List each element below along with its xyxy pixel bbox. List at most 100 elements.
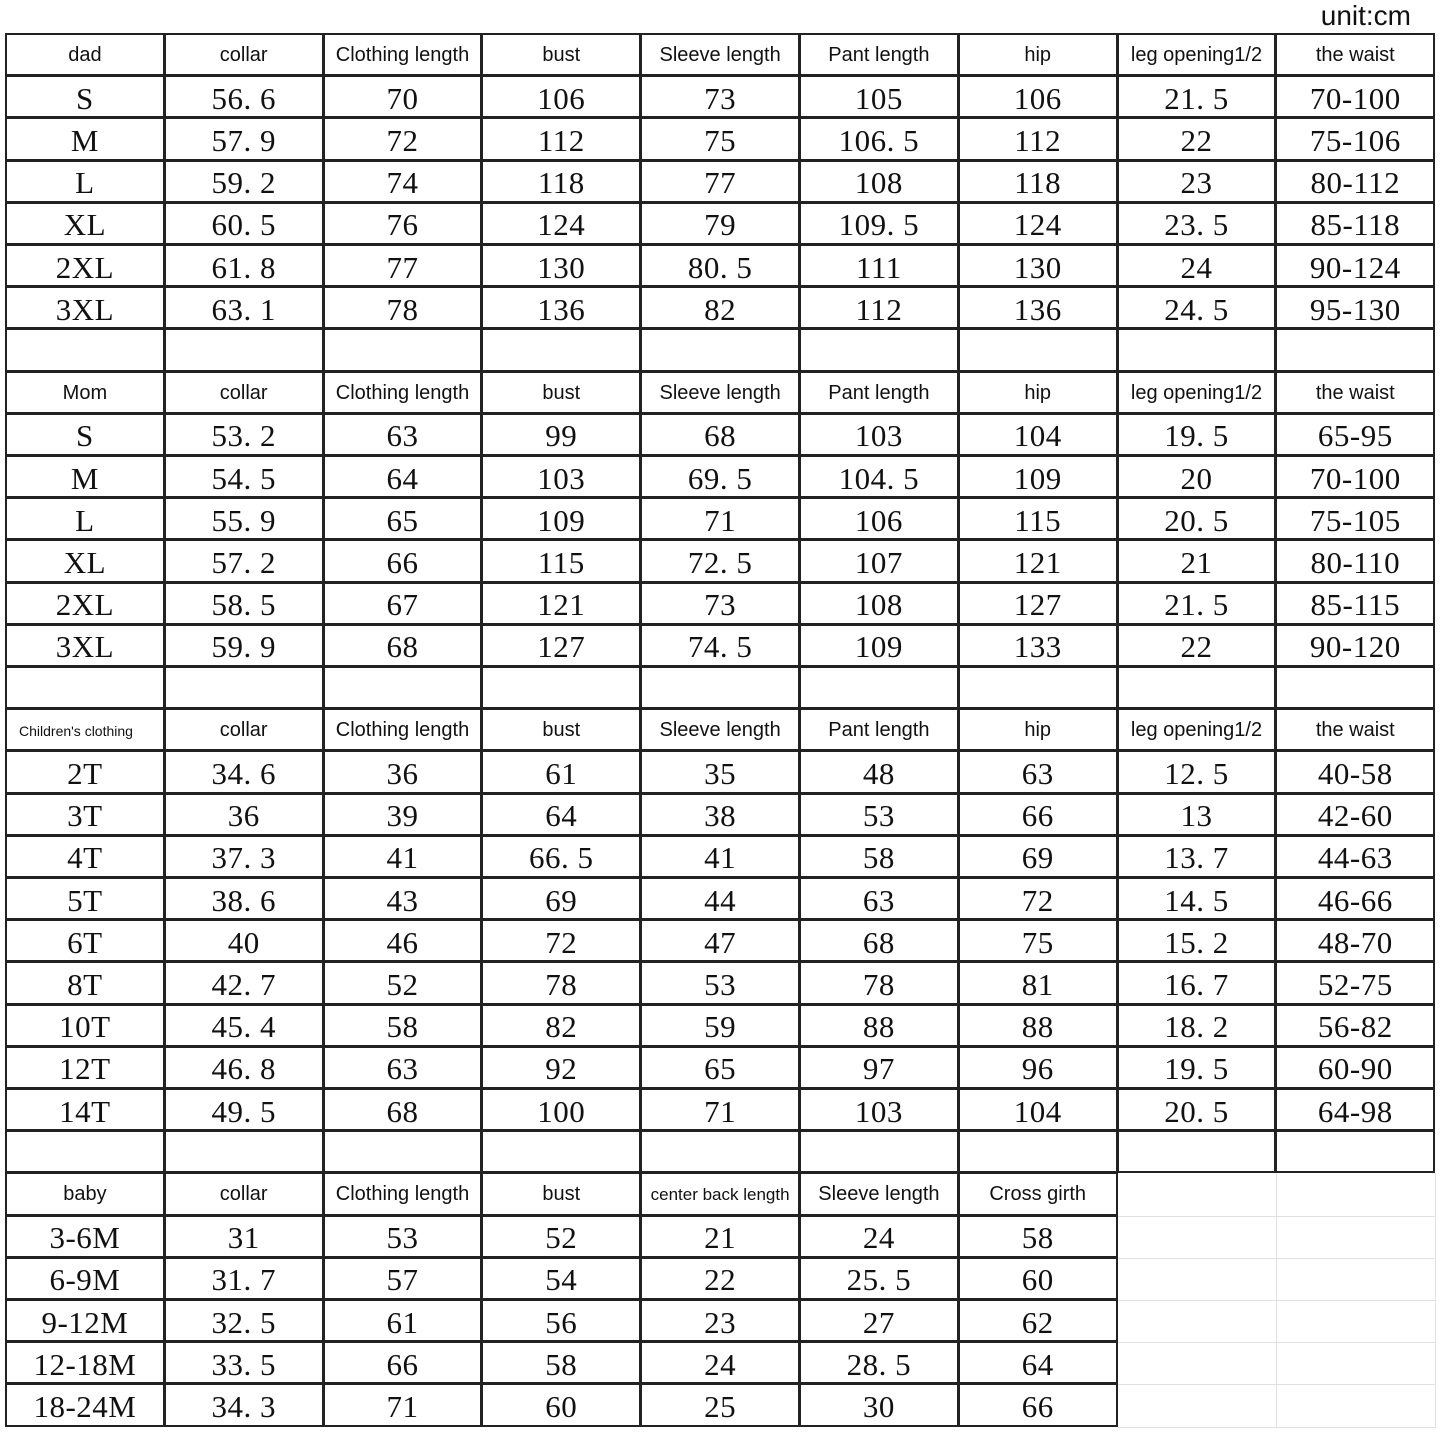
mom-table-value-cell: 75-105 [1275, 497, 1436, 541]
dad-table-value-cell: 112 [957, 117, 1118, 161]
dad-table-value-cell: 111 [799, 244, 959, 288]
children-table-value-cell: 97 [799, 1045, 959, 1089]
children-table-value-cell: 64 [481, 792, 642, 836]
mom-table-value-cell: 63 [322, 412, 483, 456]
mom-table-value-cell: 109 [957, 455, 1118, 499]
mom-table-value-cell: 104 [957, 412, 1118, 456]
mom-table-value-cell: 106 [799, 497, 959, 541]
mom-table-value-cell: 22 [1116, 623, 1277, 667]
blank-spacer-cell [1116, 1130, 1277, 1174]
children-table-size-cell: 5T [5, 877, 165, 921]
children-table-value-cell: 46-66 [1275, 877, 1436, 921]
children-table-value-cell: 72 [957, 877, 1118, 921]
dad-table-header-cell: dad [5, 33, 165, 77]
children-table-value-cell: 12. 5 [1116, 750, 1277, 794]
children-table-header-cell: Children's clothing [5, 708, 165, 752]
blank-spacer-cell [799, 328, 959, 372]
blank-spacer-cell [640, 328, 800, 372]
mom-table-value-cell: 53. 2 [163, 412, 324, 456]
children-table-header-cell: the waist [1275, 708, 1436, 752]
children-table-value-cell: 45. 4 [163, 1003, 324, 1047]
mom-table-value-cell: 90-120 [1275, 623, 1436, 667]
children-table-value-cell: 34. 6 [163, 750, 324, 794]
baby-table-value-cell: 58 [957, 1214, 1118, 1258]
empty-cell [1276, 1215, 1437, 1259]
mom-table-size-cell: 3XL [5, 623, 165, 667]
children-table-size-cell: 6T [5, 919, 165, 963]
children-table-value-cell: 15. 2 [1116, 919, 1277, 963]
children-table-value-cell: 59 [640, 1003, 800, 1047]
children-table-header-cell: Pant length [799, 708, 959, 752]
children-table-value-cell: 35 [640, 750, 800, 794]
blank-spacer-cell [5, 1130, 165, 1174]
blank-spacer-cell [799, 666, 959, 710]
baby-table-value-cell: 61 [322, 1299, 483, 1343]
dad-table-value-cell: 90-124 [1275, 244, 1436, 288]
children-table-value-cell: 40 [163, 919, 324, 963]
children-table-value-cell: 13. 7 [1116, 834, 1277, 878]
mom-table-header-cell: the waist [1275, 370, 1436, 414]
mom-table-value-cell: 65 [322, 497, 483, 541]
blank-spacer-cell [1275, 328, 1436, 372]
mom-table-value-cell: 71 [640, 497, 800, 541]
children-table-size-cell: 3T [5, 792, 165, 836]
baby-table-value-cell: 25 [640, 1383, 800, 1427]
children-table-value-cell: 53 [799, 792, 959, 836]
mom-table-value-cell: 127 [957, 581, 1118, 625]
empty-cell [1276, 1257, 1437, 1301]
baby-table-header-cell: Sleeve length [799, 1172, 959, 1216]
children-table-value-cell: 96 [957, 1045, 1118, 1089]
empty-cell [1276, 1300, 1437, 1344]
children-table-header-cell: Sleeve length [640, 708, 800, 752]
blank-spacer-cell [799, 1130, 959, 1174]
baby-table-value-cell: 56 [481, 1299, 642, 1343]
mom-table-size-cell: M [5, 455, 165, 499]
children-table-value-cell: 37. 3 [163, 834, 324, 878]
mom-table-value-cell: 68 [640, 412, 800, 456]
mom-table-value-cell: 67 [322, 581, 483, 625]
baby-table-header-cell: bust [481, 1172, 642, 1216]
dad-table-value-cell: 78 [322, 286, 483, 330]
dad-table-value-cell: 106 [957, 75, 1118, 119]
children-table-value-cell: 58 [322, 1003, 483, 1047]
empty-cell [1117, 1173, 1278, 1217]
mom-table-value-cell: 64 [322, 455, 483, 499]
children-table-value-cell: 47 [640, 919, 800, 963]
baby-table-header-cell: baby [5, 1172, 165, 1216]
children-table-header-cell: hip [957, 708, 1118, 752]
dad-table-header-cell: collar [163, 33, 324, 77]
dad-table-value-cell: 118 [957, 159, 1118, 203]
mom-table-value-cell: 121 [957, 539, 1118, 583]
blank-spacer-cell [163, 328, 324, 372]
baby-table-value-cell: 53 [322, 1214, 483, 1258]
children-table-value-cell: 44-63 [1275, 834, 1436, 878]
children-table-value-cell: 48 [799, 750, 959, 794]
mom-table-value-cell: 121 [481, 581, 642, 625]
baby-table-value-cell: 52 [481, 1214, 642, 1258]
children-table-value-cell: 63 [322, 1045, 483, 1089]
children-table-value-cell: 88 [799, 1003, 959, 1047]
mom-table-value-cell: 55. 9 [163, 497, 324, 541]
mom-table-value-cell: 58. 5 [163, 581, 324, 625]
mom-table-value-cell: 21. 5 [1116, 581, 1277, 625]
dad-table-value-cell: 80. 5 [640, 244, 800, 288]
baby-table-value-cell: 27 [799, 1299, 959, 1343]
dad-table-header-cell: Sleeve length [640, 33, 800, 77]
children-table-value-cell: 65 [640, 1045, 800, 1089]
children-table-size-cell: 2T [5, 750, 165, 794]
empty-cell [1117, 1342, 1278, 1386]
blank-spacer-cell [5, 666, 165, 710]
children-table-size-cell: 12T [5, 1045, 165, 1089]
children-table-value-cell: 44 [640, 877, 800, 921]
blank-spacer-cell [5, 328, 165, 372]
dad-table-value-cell: 77 [322, 244, 483, 288]
children-table-value-cell: 43 [322, 877, 483, 921]
dad-table-header-cell: Clothing length [322, 33, 483, 77]
baby-table-value-cell: 22 [640, 1256, 800, 1300]
children-table-header-cell: Clothing length [322, 708, 483, 752]
baby-table-size-cell: 6-9M [5, 1256, 165, 1300]
mom-table-value-cell: 20. 5 [1116, 497, 1277, 541]
children-table-value-cell: 40-58 [1275, 750, 1436, 794]
dad-table-value-cell: 70 [322, 75, 483, 119]
empty-cell [1276, 1384, 1437, 1428]
